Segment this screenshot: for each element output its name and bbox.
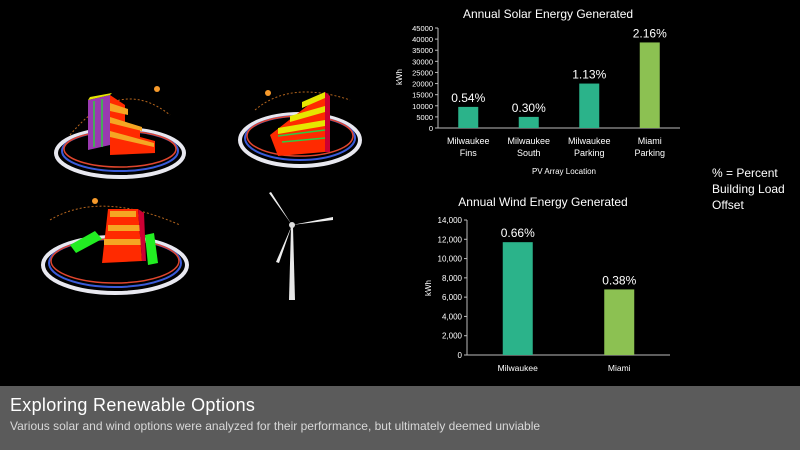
wind-energy-chart: Annual Wind Energy Generated kWh 0 2,000 4…: [424, 195, 670, 373]
y-tick-label: 10000: [412, 102, 433, 111]
y-tick-label: 14,000: [438, 216, 463, 225]
category-label: Fins: [460, 148, 478, 158]
y-tick-label: 5000: [416, 113, 433, 122]
y-tick-label: 4,000: [442, 312, 463, 321]
y-axis-label: kWh: [424, 280, 433, 296]
category-label: Milwaukee: [447, 136, 490, 146]
solar-model-render-2: [238, 90, 362, 168]
y-tick-label: 30000: [412, 57, 433, 66]
category-label: Miami: [638, 136, 662, 146]
y-tick-label: 0: [429, 124, 433, 133]
bar-milwaukee-south: [518, 116, 539, 128]
solar-model-render-1: [54, 86, 186, 179]
y-tick-label: 20000: [412, 80, 433, 89]
category-label: Milwaukee: [507, 136, 550, 146]
solar-model-render-3: [41, 198, 189, 295]
y-tick-label: 6,000: [442, 293, 463, 302]
y-tick-label: 2,000: [442, 332, 463, 341]
data-label: 0.38%: [602, 273, 636, 287]
category-label: Milwaukee: [568, 136, 611, 146]
y-tick-label: 15000: [412, 91, 433, 100]
y-tick-label: 10,000: [438, 255, 463, 264]
slide-subtitle: Various solar and wind options were anal…: [10, 419, 541, 433]
wind-turbine-render: [269, 192, 333, 300]
y-tick-label: 40000: [412, 35, 433, 44]
chart-title: Annual Wind Energy Generated: [458, 195, 627, 209]
y-tick-label: 8,000: [442, 274, 463, 283]
category-label: South: [517, 148, 541, 158]
y-tick-label: 12,000: [438, 235, 463, 244]
solar-energy-chart: Annual Solar Energy Generated kWh PV Arr…: [395, 7, 680, 176]
percent-offset-note: % = Percent Building Load Offset: [712, 166, 785, 212]
y-tick-label: 45000: [412, 24, 433, 33]
data-label: 0.54%: [451, 91, 485, 105]
footer-bar: Exploring Renewable Options Various sola…: [0, 386, 800, 450]
data-label: 2.16%: [633, 26, 667, 40]
y-tick-label: 0: [458, 351, 463, 360]
bar-milwaukee: [502, 242, 533, 355]
data-label: 0.66%: [501, 226, 535, 240]
y-tick-label: 35000: [412, 46, 433, 55]
category-label: Milwaukee: [498, 363, 538, 373]
category-label: Parking: [574, 148, 605, 158]
y-tick-label: 25000: [412, 68, 433, 77]
category-label: Parking: [634, 148, 665, 158]
y-axis-label: kWh: [395, 69, 404, 85]
x-axis-label: PV Array Location: [532, 167, 596, 176]
bar-milwaukee-fins: [458, 106, 479, 128]
bar-miami: [604, 289, 635, 355]
chart-title: Annual Solar Energy Generated: [463, 7, 633, 21]
bar-milwaukee-parking: [579, 83, 600, 128]
data-label: 1.13%: [572, 68, 606, 82]
slide-title: Exploring Renewable Options: [10, 395, 256, 415]
bar-miami-parking: [639, 42, 660, 128]
category-label: Miami: [608, 363, 631, 373]
data-label: 0.30%: [512, 101, 546, 115]
